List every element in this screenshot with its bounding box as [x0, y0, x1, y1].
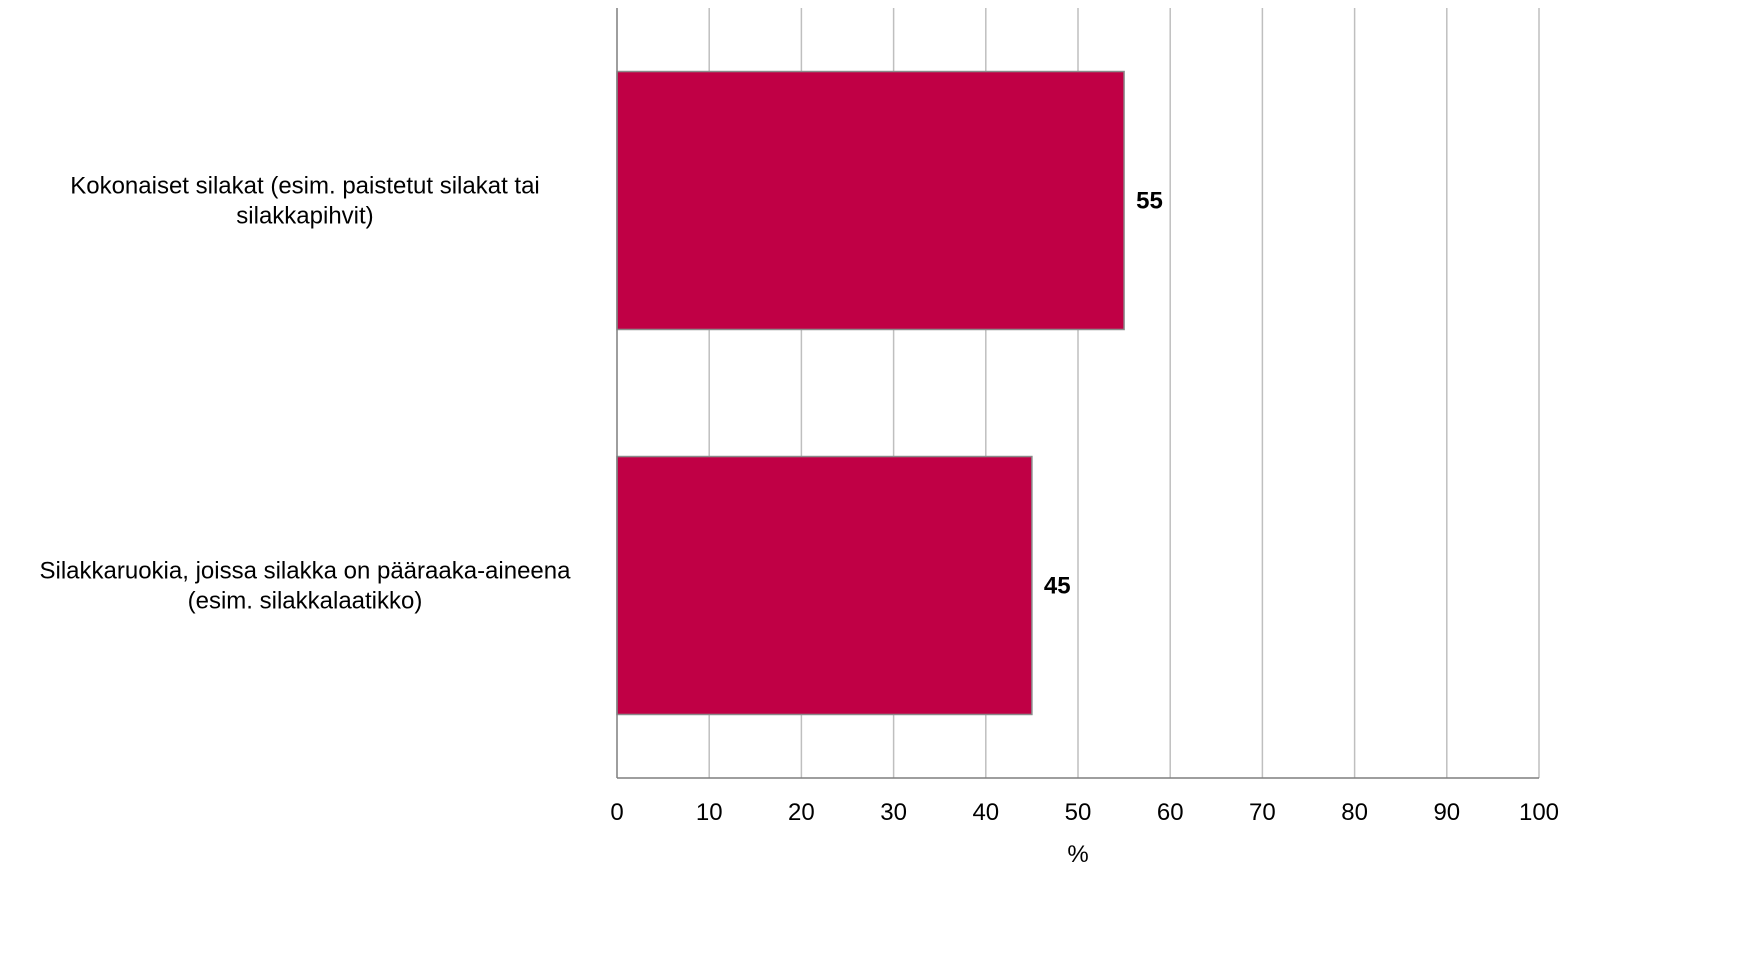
x-tick-label-10: 10: [696, 799, 723, 826]
x-axis-title: %: [1067, 841, 1088, 868]
x-tick-label-50: 50: [1065, 799, 1092, 826]
bars: [616, 70, 1125, 716]
x-tick-label-100: 100: [1519, 799, 1559, 826]
category-label-2: Silakkaruokia, joissa silakka on pääraak…: [40, 558, 572, 615]
x-tick-labels: 0 10 20 30 40 50 60 70 80 90 100: [610, 799, 1559, 826]
data-label-1: 55: [1136, 188, 1163, 215]
x-tick-label-30: 30: [880, 799, 907, 826]
x-tick-label-80: 80: [1341, 799, 1368, 826]
category-labels: Kokonaiset silakat (esim. paistetut sila…: [40, 173, 572, 615]
x-tick-label-70: 70: [1249, 799, 1276, 826]
category-label-1: Kokonaiset silakat (esim. paistetut sila…: [70, 173, 540, 230]
x-tick-label-40: 40: [972, 799, 999, 826]
x-tick-label-90: 90: [1433, 799, 1460, 826]
x-tick-label-20: 20: [788, 799, 815, 826]
data-labels: 55 45: [1044, 188, 1163, 600]
x-tick-label-60: 60: [1157, 799, 1184, 826]
bar-2: [616, 455, 1033, 716]
bar-1: [616, 70, 1125, 331]
data-label-2: 45: [1044, 573, 1071, 600]
axes: [616, 8, 1539, 779]
x-tick-label-0: 0: [610, 799, 623, 826]
